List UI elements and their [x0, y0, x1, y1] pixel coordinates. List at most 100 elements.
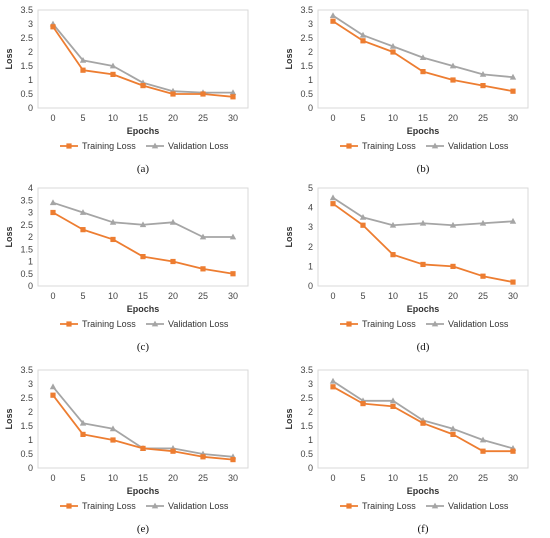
- data-point-validation-loss: [229, 233, 237, 240]
- plot-area-frame: [317, 187, 529, 287]
- data-point-training-loss: [510, 279, 516, 285]
- data-point-training-loss: [390, 252, 396, 258]
- series-validation-loss: [329, 377, 517, 451]
- data-point-validation-loss: [509, 217, 517, 224]
- legend-item-validation-loss: Validation Loss: [146, 501, 229, 511]
- data-point-validation-loss: [49, 199, 57, 206]
- data-point-training-loss: [200, 91, 206, 97]
- x-axis-title: Epochs: [127, 126, 160, 136]
- y-tick-label: 1: [28, 435, 33, 445]
- legend-item-validation-loss: Validation Loss: [426, 141, 509, 151]
- data-point-training-loss: [80, 227, 86, 233]
- series-training-loss: [50, 392, 236, 463]
- legend-label: Validation Loss: [168, 501, 229, 511]
- y-tick-label: 4: [308, 203, 313, 213]
- y-tick-label: 1: [28, 75, 33, 85]
- data-point-validation-loss: [479, 436, 487, 443]
- plot-area-frame: [37, 369, 249, 469]
- x-tick-label: 5: [360, 473, 365, 483]
- data-point-training-loss: [450, 431, 456, 437]
- x-tick-label: 20: [448, 113, 458, 123]
- legend-item-training-loss: Training Loss: [340, 319, 416, 329]
- series-validation-loss: [329, 12, 517, 80]
- x-tick-label: 30: [508, 113, 518, 123]
- y-axis-title: Loss: [284, 408, 294, 429]
- y-tick-label: 0: [308, 103, 313, 113]
- y-tick-label: 2.5: [300, 33, 313, 43]
- legend-swatch-marker: [66, 503, 72, 509]
- data-point-validation-loss: [449, 62, 457, 69]
- y-tick-label: 3.5: [20, 365, 33, 375]
- y-tick-label: 3: [308, 222, 313, 232]
- y-tick-label: 2: [308, 47, 313, 57]
- x-axis-title: Epochs: [127, 304, 160, 314]
- x-tick-label: 5: [80, 113, 85, 123]
- x-tick-label: 30: [228, 473, 238, 483]
- panel-caption: (c): [137, 341, 150, 353]
- y-tick-label: 3: [308, 379, 313, 389]
- x-tick-label: 10: [108, 473, 118, 483]
- data-point-validation-loss: [449, 425, 457, 432]
- legend-swatch-marker: [151, 142, 159, 149]
- legend-swatch-marker: [431, 320, 439, 327]
- legend-label: Training Loss: [362, 141, 416, 151]
- legend-label: Training Loss: [362, 319, 416, 329]
- legend-item-training-loss: Training Loss: [340, 141, 416, 151]
- data-point-training-loss: [420, 69, 426, 75]
- x-tick-label: 10: [388, 473, 398, 483]
- y-tick-label: 1.5: [300, 421, 313, 431]
- data-point-validation-loss: [79, 209, 87, 215]
- x-tick-label: 5: [360, 291, 365, 301]
- x-tick-label: 5: [80, 291, 85, 301]
- series-line-validation-loss: [332, 380, 514, 450]
- y-tick-label: 1.5: [20, 421, 33, 431]
- x-tick-label: 15: [418, 113, 428, 123]
- y-tick-label: 5: [308, 183, 313, 193]
- data-point-validation-loss: [49, 383, 57, 390]
- legend-swatch-marker: [431, 502, 439, 509]
- chart-panel-e: 0 0.5 1 1.5 2 2.5 3 3.5 0 5 10 15 20 25 30 Epochs Loss Tr…: [0, 360, 270, 538]
- legend-item-validation-loss: Validation Loss: [426, 501, 509, 511]
- legend-swatch-marker: [151, 320, 159, 327]
- legend-label: Validation Loss: [168, 319, 229, 329]
- data-point-validation-loss: [389, 397, 397, 404]
- x-tick-label: 30: [508, 473, 518, 483]
- data-point-training-loss: [170, 448, 176, 454]
- x-tick-label: 10: [388, 113, 398, 123]
- data-point-validation-loss: [229, 89, 237, 95]
- data-point-validation-loss: [109, 62, 117, 69]
- legend-swatch-marker: [66, 321, 72, 327]
- data-point-validation-loss: [359, 31, 367, 38]
- data-point-training-loss: [50, 209, 56, 216]
- x-tick-label: 20: [448, 473, 458, 483]
- y-tick-label: 2.5: [20, 393, 33, 403]
- panel-caption: (f): [418, 523, 429, 535]
- x-tick-label: 0: [330, 291, 335, 301]
- legend-label: Training Loss: [82, 501, 136, 511]
- x-axis-title: Epochs: [127, 486, 160, 496]
- data-point-training-loss: [390, 403, 396, 409]
- data-point-validation-loss: [359, 214, 367, 220]
- data-point-validation-loss: [109, 218, 117, 225]
- data-point-training-loss: [480, 448, 486, 454]
- data-point-validation-loss: [329, 12, 337, 18]
- x-tick-label: 10: [108, 113, 118, 123]
- x-axis-title: Epochs: [407, 126, 440, 136]
- x-tick-label: 25: [198, 113, 208, 123]
- chart-svg: 0 1 2 3 4 5 0 5 10 15 20 25 30 Epochs Loss Training Los…: [284, 183, 529, 353]
- y-tick-label: 1.5: [20, 61, 33, 71]
- y-tick-label: 0: [28, 281, 33, 291]
- legend-swatch-marker: [66, 143, 72, 149]
- y-tick-label: 2: [28, 407, 33, 417]
- y-tick-label: 4: [28, 183, 33, 193]
- y-tick-label: 2: [308, 242, 313, 252]
- y-tick-label: 2: [28, 232, 33, 242]
- legend-label: Training Loss: [82, 141, 136, 151]
- y-tick-label: 0: [28, 463, 33, 473]
- panel-caption: (a): [137, 163, 150, 175]
- legend-item-training-loss: Training Loss: [60, 141, 136, 151]
- plot-area-frame: [37, 9, 249, 109]
- y-tick-label: 3: [28, 379, 33, 389]
- x-tick-label: 15: [138, 113, 148, 123]
